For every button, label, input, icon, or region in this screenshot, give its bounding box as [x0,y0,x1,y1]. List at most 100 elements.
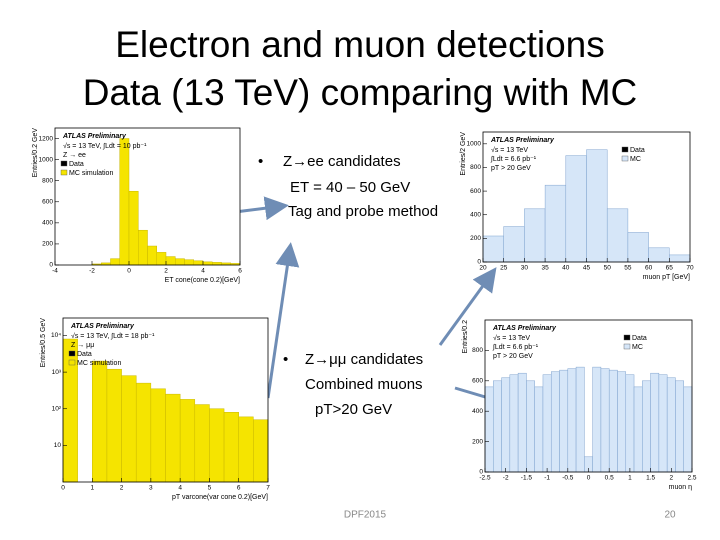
x-tick-label: 0 [61,485,65,492]
x-axis-label: muon pT [GeV] [643,274,690,281]
x-tick-label: 6 [237,485,241,492]
legend-swatch [68,359,76,366]
x-tick-label: 0 [587,475,591,482]
histogram-bar [567,368,577,473]
x-tick-label: 70 [686,265,694,272]
y-axis-label: Entries/0.5 GeV [40,318,47,368]
y-tick-label: 0 [49,262,53,269]
y-tick-label: 200 [42,241,53,248]
plot: 0 200 400 600 800 -2.5 -2 -1.5 -1 -0.5 0 0.5 1 1.5 2 2.… [462,319,697,491]
y-tick-label: 1200 [39,135,54,142]
y-tick-label: 800 [42,177,53,184]
y-axis-label: Entries/2 GeV [460,132,467,176]
plot-atlas: ATLAS Preliminary [490,137,555,144]
x-tick-label: 6 [238,268,242,275]
bullet-dot: • [283,351,288,368]
y-tick-label: 10² [52,405,62,412]
x-tick-label: 7 [266,485,270,492]
title-line: Data (13 TeV) comparing with MC [83,72,638,113]
histogram-bar [156,252,167,266]
histogram-bar [683,386,693,473]
bullet-line: Tag and probe method [288,203,438,220]
histogram-bar [526,380,535,473]
histogram-bar [592,366,602,473]
y-tick-label: 600 [42,198,53,205]
histogram-bar [209,408,225,483]
plot-info: √s = 13 TeV [493,334,530,342]
bullet-line: ET = 40 – 50 GeV [290,179,410,196]
plot-atlas: ATLAS Preliminary [70,323,135,330]
legend-label: Data [69,161,84,168]
histogram-bar [150,388,166,483]
y-tick-label: 400 [470,211,481,218]
x-tick-label: 35 [541,265,549,272]
histogram-bar [119,138,130,266]
plot-info: ∫Ldt = 6.6 pb⁻¹ [492,344,539,351]
x-axis-label: ET cone(cone 0.2)[GeV] [165,277,240,284]
x-tick-label: 4 [178,485,182,492]
histogram-bar [565,155,587,263]
histogram-bar [503,226,525,263]
histogram-bar [606,208,629,263]
x-tick-label: 0 [127,268,131,275]
plot-frame [62,317,269,483]
histogram-bar [550,371,560,473]
legend-label: MC [632,344,643,351]
legend-swatch [621,155,629,162]
x-axis-label: muon η [669,484,692,491]
footer: DPF2015 [344,510,387,521]
histogram-bar [617,371,627,473]
x-tick-label: -4 [52,268,58,275]
y-tick-label: 800 [472,347,483,354]
histogram-bar [92,360,108,483]
histogram-bar [193,260,204,266]
histogram-bar [509,374,519,473]
bullet-line: pT>20 GeV [315,401,392,418]
x-tick-label: 65 [666,265,674,272]
x-tick-label: 2.5 [687,475,696,482]
histogram-bar [542,374,552,473]
y-tick-label: 800 [470,164,481,171]
histogram-bar [493,380,502,473]
y-tick-label: 1000 [467,141,482,148]
plot-info: Z → ee [63,152,86,159]
legend-swatch [60,160,68,167]
y-axis-label: Entries/0.2 [462,320,469,354]
legend-swatch [623,343,631,350]
x-tick-label: 2 [164,268,168,275]
x-tick-label: -1.5 [521,475,533,482]
histogram-bar [238,416,254,483]
x-tick-label: 2 [669,475,673,482]
histogram-bar [534,386,544,473]
x-tick-label: 0.5 [605,475,614,482]
histogram-bar [138,229,148,266]
plot-info: ∫Ldt = 6.6 pb⁻¹ [490,156,537,163]
plot: 0 200 400 600 800 1000 20 25 30 35 40 45 50 55 60 65 70 A… [460,131,694,281]
x-tick-label: 1 [90,485,94,492]
histogram-bar [625,374,635,473]
plot-info: √s = 13 TeV [491,146,528,154]
x-tick-label: 2 [120,485,124,492]
histogram-bar [608,369,618,473]
histogram-bar [223,412,239,483]
plot-info: pT > 20 GeV [493,353,533,360]
y-tick-label: 10 [54,442,62,449]
histogram-bar [675,380,684,473]
x-tick-label: 55 [624,265,632,272]
histogram-bar [544,184,567,263]
histogram-bar [666,377,676,473]
arrow [234,196,289,221]
histogram-bar [184,259,194,266]
histogram-bar [559,369,569,473]
plot-atlas: ATLAS Preliminary [492,325,557,332]
page-number: 20 [664,510,676,521]
histogram-bar [106,368,122,483]
bullet-dot: • [258,153,263,170]
histogram-bar [175,258,185,266]
y-tick-label: 0 [477,259,481,266]
histogram-bar [627,232,649,263]
x-tick-label: 1.5 [646,475,655,482]
histogram-bar [482,235,504,263]
arrow [438,267,497,346]
histogram-bar [484,386,494,473]
